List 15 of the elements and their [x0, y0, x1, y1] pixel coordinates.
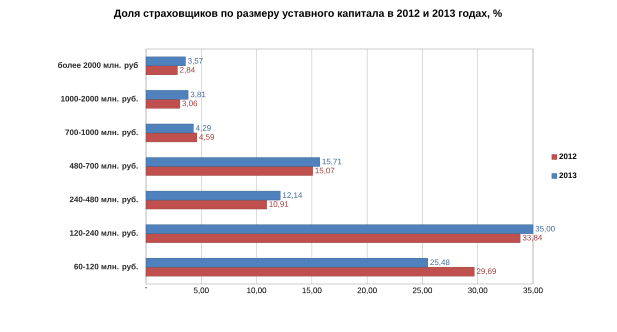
bar — [146, 190, 280, 200]
bar — [146, 267, 474, 276]
bar — [146, 132, 197, 142]
bar — [146, 258, 428, 268]
bar — [146, 166, 313, 176]
bar — [146, 157, 320, 167]
chart-title: Доля страховщиков по размеру уставного капитала в 2012 и 2013 годах, % — [114, 10, 502, 19]
bar — [146, 56, 186, 66]
bar — [146, 90, 188, 100]
bar — [146, 200, 267, 210]
bar — [146, 233, 520, 243]
bar — [146, 99, 180, 109]
bar — [146, 66, 178, 75]
bar — [146, 224, 534, 234]
bar — [146, 124, 194, 134]
